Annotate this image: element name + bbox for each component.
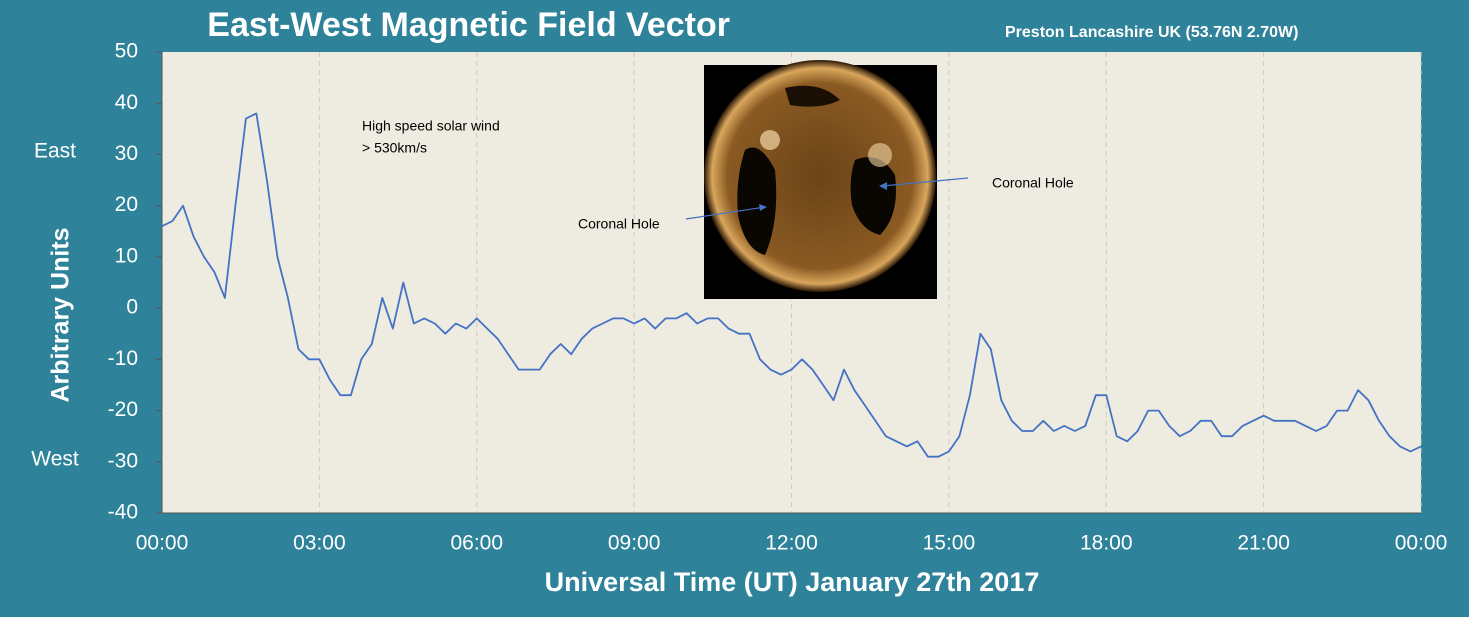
x-tick-label: 03:00 — [293, 532, 346, 555]
x-tick-label: 00:00 — [136, 532, 189, 555]
y-tick-label: 40 — [115, 91, 138, 114]
y-tick-label: -20 — [108, 398, 138, 421]
annotation: > 530km/s — [362, 140, 427, 156]
x-tick-label: 18:00 — [1080, 532, 1133, 555]
annotation: Coronal Hole — [578, 216, 660, 232]
chart-subtitle: Preston Lancashire UK (53.76N 2.70W) — [1005, 24, 1298, 41]
data-line — [161, 112, 1422, 458]
arrow — [685, 206, 766, 220]
y-tick-label: 20 — [115, 193, 138, 216]
y-tick-label: -10 — [108, 347, 138, 370]
west-label: West — [31, 448, 79, 471]
x-tick-label: 21:00 — [1237, 532, 1290, 555]
annotation: Coronal Hole — [992, 175, 1074, 191]
annotation: High speed solar wind — [362, 118, 500, 134]
y-tick-label: 0 — [126, 296, 138, 319]
x-tick-label: 12:00 — [765, 532, 818, 555]
y-tick-label: 10 — [115, 244, 138, 267]
y-tick-label: 50 — [115, 40, 138, 63]
arrow — [881, 177, 969, 187]
sun-image — [704, 60, 937, 299]
east-label: East — [34, 140, 76, 163]
y-tick-label: 30 — [115, 142, 138, 165]
x-tick-label: 06:00 — [450, 532, 503, 555]
y-tick-label: -30 — [108, 449, 138, 472]
chart-title: East-West Magnetic Field Vector — [207, 6, 730, 44]
x-axis-label: Universal Time (UT) January 27th 2017 — [545, 567, 1040, 597]
x-tick-label: 15:00 — [923, 532, 976, 555]
x-tick-label: 00:00 — [1395, 532, 1448, 555]
arrow-head — [759, 204, 767, 211]
y-axis-label: Arbitrary Units — [47, 227, 75, 402]
x-tick-label: 09:00 — [608, 532, 661, 555]
arrow-head — [879, 182, 887, 190]
y-tick-label: -40 — [108, 501, 138, 524]
